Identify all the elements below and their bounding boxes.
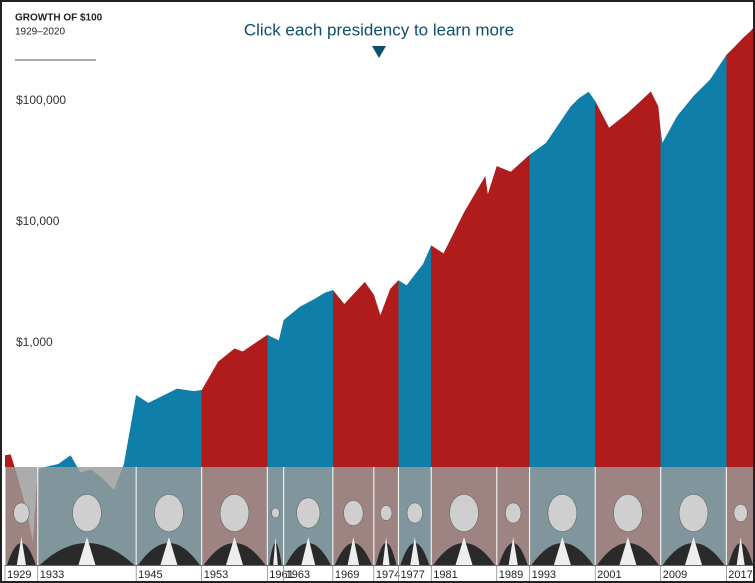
portrait-head [505,502,522,524]
portrait-shirt [382,537,390,565]
presidency-hotspot[interactable] [284,16,333,583]
x-tick-label: 1981 [433,569,457,581]
portrait-shirt [160,537,178,565]
presidency-hotspot[interactable] [398,16,431,583]
y-tick-label: $100,000 [16,93,66,107]
presidency-hotspot[interactable] [374,16,399,583]
x-tick-label: 1989 [499,569,523,581]
portrait-shirt [553,537,571,565]
portrait [283,467,331,583]
portrait-head [271,507,280,519]
portrait-head [343,500,364,526]
x-tick-label: 2001 [597,569,621,581]
portrait-head [13,502,30,524]
portrait-shirt [410,537,420,565]
portrait [430,467,495,583]
portrait-head [72,494,102,532]
presidency-hotspot[interactable] [431,16,497,583]
chart-subtitle: 1929–2020 [15,27,65,38]
y-tick-label: $10,000 [16,214,60,228]
annotation: Click each presidency to learn more [244,20,514,39]
x-tick-label: 1929 [7,569,31,581]
presidency-hotspot[interactable] [530,16,596,583]
strip-bottom [5,565,755,566]
y-tick-label: $1,000 [16,335,53,349]
portrait-shirt [685,537,703,565]
portrait-shirt [347,537,360,565]
x-tick-label: 1933 [40,569,64,581]
presidency-hotspot[interactable] [726,16,755,583]
portrait [660,467,725,583]
x-tick-label: 1977 [400,569,424,581]
plot: $1,000 $10,000 $100,000 1929 1933 1945 1953 196… [4,16,755,583]
portrait [397,467,430,583]
presidency-hotspot[interactable] [38,16,136,583]
portrait [496,467,528,583]
presidency-hotspot[interactable] [661,16,727,583]
portrait [37,467,135,583]
portrait-head [380,505,393,521]
portrait [135,467,200,583]
portrait-shirt [78,537,96,565]
portrait-shirt [16,537,26,565]
portrait [201,467,266,583]
x-tick-label: 1961 [269,569,293,581]
x-tick-label: 1993 [532,569,556,581]
portrait-shirt [455,537,473,565]
presidency-hotspot[interactable] [202,16,268,583]
portrait-shirt [226,537,244,565]
portrait-head [733,503,748,523]
portrait [373,467,397,583]
x-tick-label: 1945 [138,569,162,581]
portrait [4,467,36,583]
presidency-hotspot[interactable] [333,16,374,583]
portrait [529,467,594,583]
x-tick-label: 1953 [204,569,228,581]
portrait-head [547,494,578,532]
x-tick-label: 1969 [335,569,359,581]
x-tick-label: 1974 [376,569,400,581]
presidency-hotspot[interactable] [267,16,283,583]
x-tick-label: 1963 [286,569,310,581]
portrait [594,467,659,583]
area [5,25,755,566]
portrait-shirt [273,537,278,565]
x-tick-label: 2009 [663,569,687,581]
portrait-shirt [736,537,745,565]
portrait-shirt [508,537,518,565]
portrait-head [406,502,423,524]
presidency-hotspot[interactable] [136,16,202,583]
portrait-head [154,494,184,532]
annotation-arrow [372,46,386,58]
chart-title: GROWTH OF $100 [15,13,103,24]
presidency-hotspot[interactable] [5,16,38,583]
portrait [266,467,282,583]
portrait-head [678,494,709,532]
presidency-hotspot[interactable] [595,16,661,583]
portrait-head [219,494,250,532]
portrait-head [449,494,479,532]
portrait-head [613,494,643,532]
portrait-shirt [619,537,637,565]
portrait-head [296,497,321,529]
portrait [332,467,372,583]
portrait-shirt [301,537,316,565]
x-tick-label: 2017 [728,569,752,581]
portrait [725,467,753,583]
presidency-hotspot[interactable] [497,16,530,583]
